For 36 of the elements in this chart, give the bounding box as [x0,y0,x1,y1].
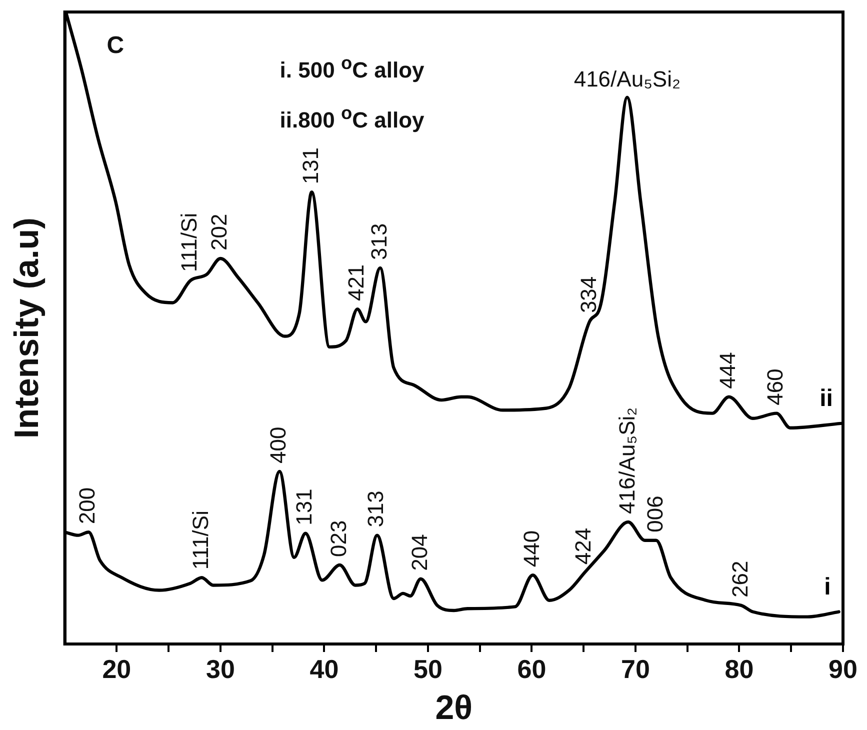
x-tick-label: 20 [102,654,132,684]
annotation: 131 [292,488,317,526]
x-axis-title: 2θ [435,688,473,727]
annotation: 262 [727,560,752,598]
annotation: 421 [343,264,368,302]
annotation: i. 500 $^{o}$C alloy [280,52,424,84]
annotation: 200 [74,487,100,524]
x-tick-label: 80 [724,654,754,684]
annotation: 334 [576,276,601,314]
annotation: 111/Si [176,212,202,272]
x-tick-label: 70 [621,654,650,684]
x-tick-label: 60 [517,654,546,684]
series-label: i [824,573,831,600]
annotation: 131 [298,147,323,184]
annotation: 460 [762,368,788,406]
annotation: 416/Au₅Si₂ [614,407,640,514]
annotation: C [106,32,124,60]
x-tick-label: 90 [828,654,858,684]
x-tick-label: 40 [310,654,339,684]
annotation: 313 [366,223,392,260]
x-tick-label: 50 [414,654,442,684]
annotation: 204 [406,534,432,571]
annotation: 444 [714,352,740,389]
annotation: 313 [363,490,388,528]
annotation: 023 [326,520,351,557]
y-axis-title: Intensity (a.u) [8,217,46,439]
annotation: 424 [570,528,596,565]
series-label: ii [820,385,833,412]
annotation: 400 [266,426,291,464]
annotation: 006 [642,496,668,532]
annotation: 416/Au₅Si₂ [574,66,681,92]
annotation: 111/Si [188,510,213,570]
x-tick-label: 30 [206,654,235,684]
annotation: ii.800 $^{o}$C alloy [280,102,424,134]
annotation: 202 [206,214,232,250]
annotation: 440 [518,530,544,568]
